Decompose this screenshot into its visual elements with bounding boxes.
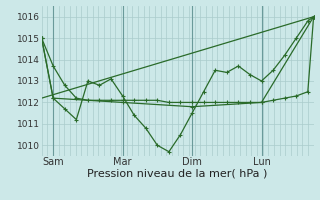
X-axis label: Pression niveau de la mer( hPa ): Pression niveau de la mer( hPa ) (87, 169, 268, 179)
